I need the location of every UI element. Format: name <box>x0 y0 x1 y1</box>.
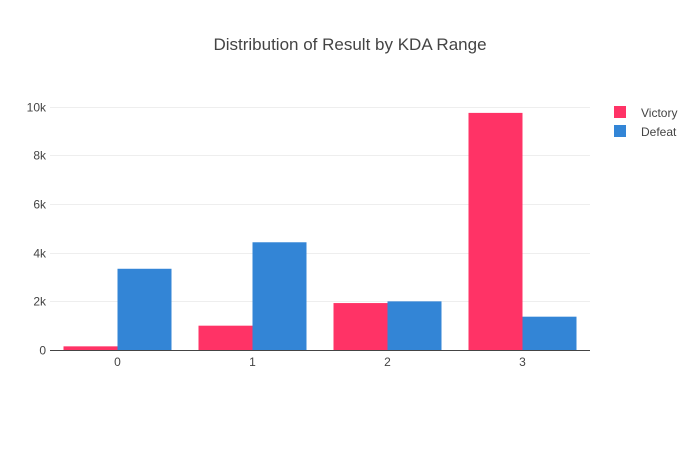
legend-item-defeat[interactable]: Defeat <box>614 125 677 139</box>
bar-victory-1[interactable] <box>198 325 253 350</box>
legend[interactable]: Victory Defeat <box>614 106 677 139</box>
y-tick-label: 6k <box>33 198 47 212</box>
bar-victory-3[interactable] <box>468 112 523 350</box>
legend-label: Victory <box>641 106 677 120</box>
axes: 0 2k 4k 6k 8k 10k 0 1 2 3 <box>27 101 590 369</box>
y-tick-label: 8k <box>33 149 47 163</box>
y-tick-label: 4k <box>33 247 47 261</box>
chart-title: Distribution of Result by KDA Range <box>213 35 486 54</box>
x-tick-label: 0 <box>114 355 121 369</box>
y-tick-label: 10k <box>27 101 47 115</box>
legend-swatch <box>614 125 626 137</box>
x-tick-label: 2 <box>384 355 391 369</box>
bar-defeat-0[interactable] <box>117 268 172 350</box>
legend-item-victory[interactable]: Victory <box>614 106 677 120</box>
y-tick-label: 0 <box>39 344 46 358</box>
legend-swatch <box>614 106 626 118</box>
bar-victory-0[interactable] <box>63 346 118 350</box>
x-tick-label: 3 <box>519 355 526 369</box>
legend-label: Defeat <box>641 125 677 139</box>
y-tick-label: 2k <box>33 295 47 309</box>
bar-defeat-2[interactable] <box>387 301 442 350</box>
bar-defeat-3[interactable] <box>522 316 577 350</box>
bars <box>63 112 577 350</box>
x-tick-label: 1 <box>249 355 256 369</box>
bar-victory-2[interactable] <box>333 303 388 350</box>
bar-defeat-1[interactable] <box>252 242 307 350</box>
